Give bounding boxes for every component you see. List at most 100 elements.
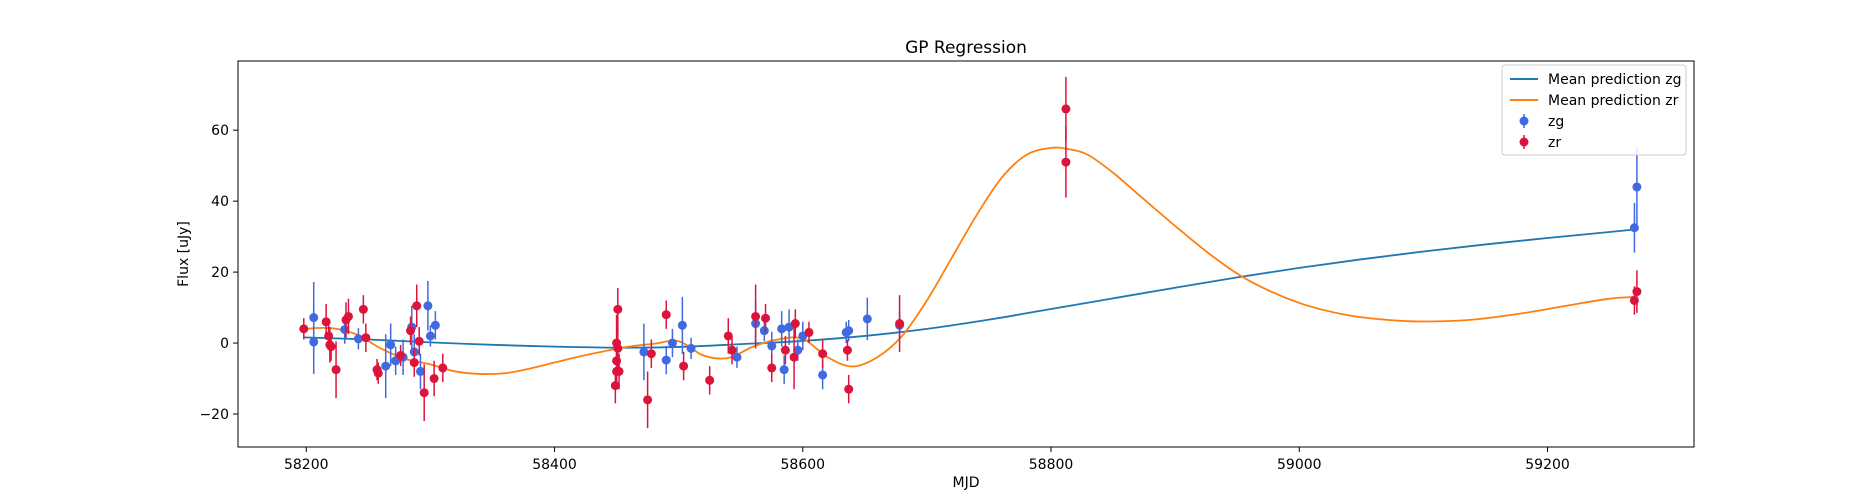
marker (419, 388, 429, 398)
data-point-zr-27 (643, 371, 653, 429)
marker (818, 349, 828, 359)
x-tick-label: 58200 (284, 457, 329, 473)
data-point-zg-11 (423, 280, 433, 331)
marker (438, 363, 448, 373)
data-point-zg-14 (639, 323, 649, 381)
marker (430, 320, 440, 330)
data-point-zr-9 (361, 323, 371, 352)
marker (358, 304, 368, 314)
legend-item-mean-prediction-zg: Mean prediction zg (1510, 72, 1682, 88)
marker (299, 324, 309, 334)
data-point-zg-6 (391, 346, 401, 375)
data-point-zr-37 (780, 335, 790, 365)
data-point-zr-11 (373, 362, 383, 384)
y-tick-label: 60 (211, 123, 229, 139)
marker (723, 331, 733, 341)
marker (862, 314, 872, 324)
marker (780, 345, 790, 355)
data-point-zr-13 (406, 316, 416, 345)
marker (646, 349, 656, 359)
marker (705, 375, 715, 385)
marker (1061, 104, 1071, 114)
data-point-zr-48 (1632, 270, 1642, 313)
marker (613, 343, 623, 353)
marker (409, 358, 419, 368)
marker (677, 320, 687, 330)
marker (412, 301, 422, 311)
data-point-zg-16 (667, 328, 677, 358)
marker (661, 310, 671, 320)
data-point-zr-0 (299, 318, 309, 340)
data-point-zr-4 (326, 332, 336, 361)
legend-item-zg: zg (1519, 114, 1564, 130)
data-point-zg-31 (862, 297, 872, 341)
marker (614, 366, 624, 376)
data-point-zr-14 (409, 348, 419, 377)
data-point-zg-12 (425, 325, 435, 347)
y-tick-label: 0 (220, 336, 229, 352)
data-point-zr-41 (818, 339, 828, 368)
marker (844, 384, 854, 394)
legend-items: Mean prediction zg Mean prediction zr zg zr (1510, 72, 1682, 151)
data-point-zg-27 (798, 321, 808, 351)
data-point-zg-13 (430, 311, 440, 340)
data-point-zg-24 (779, 355, 789, 384)
series-layer (299, 76, 1642, 429)
marker (818, 370, 828, 380)
x-tick-label: 59200 (1525, 457, 1570, 473)
legend-box (1501, 64, 1687, 156)
y-tick-label: 40 (211, 194, 229, 210)
marker (732, 352, 742, 362)
data-point-zr-28 (646, 339, 656, 368)
data-point-zr-36 (767, 353, 777, 383)
marker (1061, 157, 1071, 167)
data-point-zr-44 (895, 295, 905, 352)
marker (613, 304, 623, 314)
data-point-zr-30 (679, 351, 689, 381)
marker (759, 326, 769, 336)
data-point-zr-21 (613, 288, 623, 331)
data-point-zr-26 (610, 367, 620, 404)
data-point-zr-42 (842, 339, 852, 361)
data-point-zr-29 (661, 300, 671, 329)
legend-label: zg (1548, 114, 1564, 130)
marker (667, 338, 677, 348)
marker (790, 319, 800, 329)
marker (804, 327, 814, 337)
marker (767, 363, 777, 373)
data-point-zr-39 (789, 325, 799, 390)
data-point-zg-5 (386, 323, 396, 367)
legend: Mean prediction zg Mean prediction zr zg zr (1501, 64, 1687, 156)
legend-item-mean-prediction-zr: Mean prediction zr (1510, 93, 1679, 109)
marker (895, 319, 905, 329)
marker (761, 313, 771, 323)
marker (842, 345, 852, 355)
data-point-zg-3 (353, 328, 363, 350)
marker (639, 347, 649, 357)
legend-marker-swatch (1519, 137, 1529, 147)
x-tick-label: 58400 (532, 457, 577, 473)
data-point-zg-4 (381, 334, 391, 399)
data-point-zg-1 (309, 310, 319, 374)
marker (610, 381, 620, 391)
marker (844, 326, 854, 336)
marker (767, 341, 777, 351)
data-point-zr-17 (419, 364, 429, 422)
marker (779, 365, 789, 375)
x-tick-label: 58800 (1029, 457, 1074, 473)
marker (727, 345, 737, 355)
marker (414, 336, 424, 346)
marker (361, 333, 371, 343)
data-point-zr-12 (396, 344, 406, 367)
y-axis-label: Flux [uJy] (176, 221, 192, 287)
plot-frame (237, 60, 1695, 448)
data-point-zr-7 (343, 298, 353, 335)
legend-label: zr (1548, 135, 1561, 151)
data-point-zr-18 (429, 360, 439, 397)
data-point-zg-21 (759, 319, 769, 342)
legend-item-zr: zr (1519, 135, 1561, 151)
legend-marker-swatch (1519, 116, 1529, 126)
legend-label: Mean prediction zr (1548, 93, 1679, 109)
data-point-zg-15 (661, 345, 671, 375)
marker (777, 324, 787, 334)
